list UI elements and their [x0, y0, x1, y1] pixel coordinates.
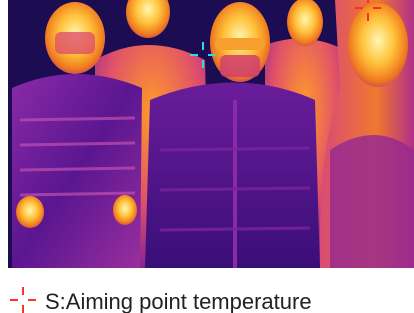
figure: S:Aiming point temperature	[0, 0, 414, 313]
aiming-icon	[10, 287, 36, 313]
caption: S:Aiming point temperature	[45, 289, 312, 313]
page: S:Aiming point temperature (() => { cons…	[0, 0, 414, 313]
thermal-photo	[8, 0, 414, 268]
